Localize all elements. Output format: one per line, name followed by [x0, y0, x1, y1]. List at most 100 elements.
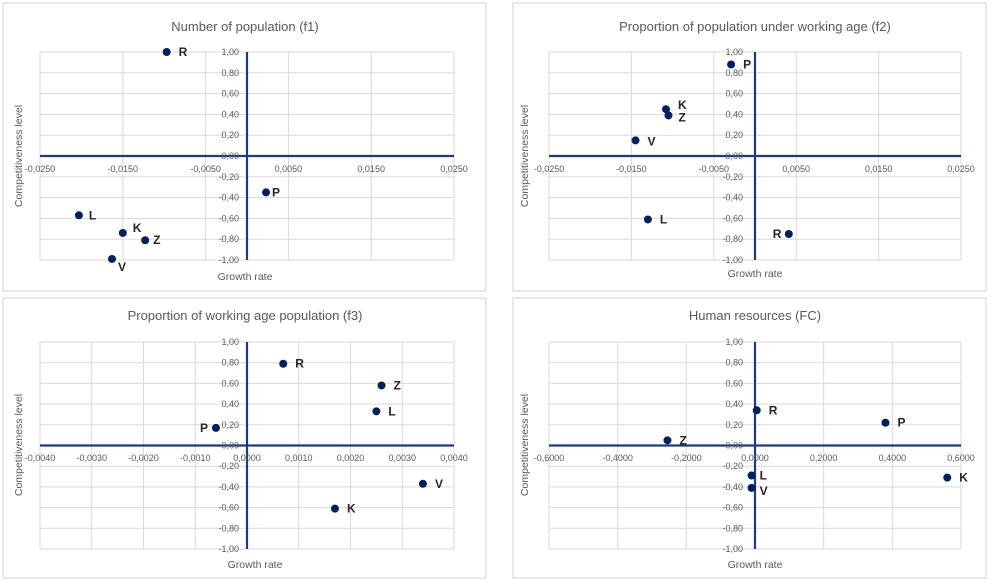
y-tick-label: -0,60	[722, 503, 743, 513]
x-tick-label: 0,2000	[810, 453, 838, 463]
x-tick-label: 0,0020	[337, 453, 365, 463]
data-point-K	[662, 105, 671, 114]
x-tick-label: 0,0250	[440, 164, 468, 174]
y-tick-label: -0,60	[218, 503, 239, 513]
data-label-V: V	[760, 484, 768, 498]
data-label-K: K	[347, 502, 356, 516]
x-tick-label: -0,0050	[699, 164, 730, 174]
x-tick-label: 0,0050	[782, 164, 810, 174]
y-axis-label: Competitiveness level	[519, 394, 531, 496]
y-tick-label: -0,20	[722, 461, 743, 471]
y-tick-label: 1,00	[221, 337, 239, 347]
y-tick-label: 0,00	[221, 151, 239, 161]
panel-border	[512, 2, 987, 292]
x-tick-label: -0,0010	[180, 453, 211, 463]
chart-panel-2: -0,0250 -0,0150 -0,0050 0,0050 0,0150 0,0250 1…	[512, 2, 987, 292]
data-label-Z: Z	[394, 378, 401, 392]
data-point-R	[279, 359, 288, 368]
panel-border	[2, 2, 487, 292]
y-tick-label: 0,20	[725, 130, 743, 140]
y-tick-label: 0,40	[725, 399, 743, 409]
x-tick-label: -0,6000	[534, 453, 565, 463]
chart-title: Proportion of population under working a…	[619, 19, 891, 34]
y-tick-label: 0,40	[221, 399, 239, 409]
x-tick-label: 0,0250	[947, 164, 975, 174]
data-point-V	[108, 254, 117, 263]
y-tick-label: 0,00	[221, 441, 239, 451]
y-tick-label: -0,40	[218, 482, 239, 492]
data-label-P: P	[272, 185, 280, 199]
x-tick-label: -0,0150	[108, 164, 139, 174]
data-label-K: K	[959, 471, 968, 485]
x-tick-label: -0,0250	[534, 164, 565, 174]
y-tick-label: 0,60	[221, 378, 239, 388]
x-axis-label: Growth rate	[728, 268, 783, 280]
y-tick-label: 0,20	[725, 420, 743, 430]
x-tick-label: 0,0150	[865, 164, 893, 174]
data-label-R: R	[769, 403, 778, 417]
data-point-V	[631, 136, 640, 145]
x-tick-label: 0,0000	[741, 453, 769, 463]
data-label-P: P	[897, 416, 905, 430]
y-tick-label: 0,20	[221, 130, 239, 140]
x-tick-label: 0,0050	[275, 164, 303, 174]
data-point-Z	[664, 111, 673, 120]
y-tick-label: 0,60	[221, 89, 239, 99]
y-tick-label: 0,80	[725, 68, 743, 78]
y-tick-label: -0,20	[722, 172, 743, 182]
y-tick-label: -0,20	[218, 461, 239, 471]
y-tick-label: -1,00	[722, 544, 743, 554]
y-tick-label: -0,80	[218, 523, 239, 533]
data-point-K	[943, 473, 952, 482]
y-tick-label: -0,60	[218, 213, 239, 223]
data-point-L	[747, 471, 756, 480]
x-axis-label: Growth rate	[218, 271, 273, 283]
x-tick-label: 0,0010	[285, 453, 313, 463]
data-label-V: V	[435, 477, 443, 491]
data-point-Z	[663, 436, 672, 445]
y-tick-label: -0,80	[218, 234, 239, 244]
y-tick-label: -0,80	[722, 234, 743, 244]
data-label-V: V	[118, 260, 126, 274]
x-tick-label: -0,4000	[602, 453, 633, 463]
y-tick-label: -0,60	[722, 213, 743, 223]
y-axis-label: Competitiveness level	[13, 105, 25, 207]
chart-title: Number of population (f1)	[171, 19, 318, 34]
x-tick-label: 0,6000	[947, 453, 975, 463]
y-tick-label: 0,80	[725, 358, 743, 368]
y-tick-label: 0,80	[221, 68, 239, 78]
chart-panel-3: -0,0040 -0,0030 -0,0020 -0,0010 0,0000 0,0010…	[2, 297, 487, 579]
y-tick-label: -0,40	[218, 193, 239, 203]
x-tick-label: 0,0040	[440, 453, 468, 463]
y-tick-label: 1,00	[725, 47, 743, 57]
data-label-Z: Z	[153, 233, 160, 247]
data-point-R	[784, 230, 793, 238]
data-label-R: R	[179, 45, 188, 59]
y-tick-label: -1,00	[218, 255, 239, 265]
panel-border	[512, 297, 987, 579]
y-tick-label: 0,40	[221, 109, 239, 119]
data-point-K	[330, 504, 339, 513]
data-label-L: L	[89, 208, 96, 222]
chart-title: Human resources (FC)	[689, 308, 821, 323]
y-tick-label: -1,00	[722, 255, 743, 265]
y-tick-label: 0,60	[725, 89, 743, 99]
data-point-R	[162, 48, 171, 56]
y-tick-label: -0,20	[218, 172, 239, 182]
data-point-L	[74, 211, 83, 220]
data-point-Z	[141, 236, 150, 245]
data-label-Z: Z	[679, 433, 686, 447]
data-label-L: L	[760, 469, 767, 483]
data-point-P	[881, 418, 890, 427]
y-axis-label: Competitiveness level	[519, 105, 531, 207]
y-tick-label: -1,00	[218, 544, 239, 554]
x-tick-label: -0,2000	[671, 453, 702, 463]
y-tick-label: 1,00	[725, 337, 743, 347]
y-tick-label: 0,80	[221, 358, 239, 368]
data-point-Z	[377, 381, 386, 390]
data-point-P	[211, 423, 220, 432]
data-label-R: R	[773, 227, 782, 241]
data-point-L	[372, 407, 381, 416]
y-axis-label: Competitiveness level	[13, 394, 25, 496]
